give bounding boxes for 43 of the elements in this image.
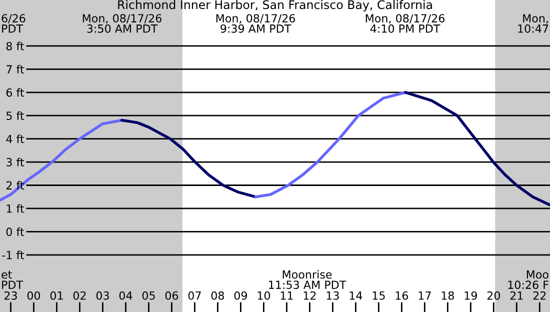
x-tick-label: 08 [211, 291, 224, 300]
x-tick-label: 10 [258, 291, 270, 300]
y-tick-label: 7 ft [6, 64, 24, 74]
x-tick-label: 13 [326, 291, 339, 300]
x-tick-label: 02 [73, 291, 86, 300]
annotation: Mon, 08/17/26 4:10 PM PDT [366, 14, 444, 33]
y-tick-label: 5 ft [6, 111, 24, 120]
y-tick-label: 1 ft [6, 204, 24, 213]
y-tick-label: -1 ft [2, 250, 24, 260]
annotation: Moo 10:26 F [508, 270, 548, 290]
chart-title: Richmond Inner Harbor, San Francisco Bay, California [118, 0, 432, 12]
y-tick-label: 4 ft [6, 134, 24, 144]
x-tick-label: 09 [234, 291, 247, 300]
x-tick-label: 05 [142, 291, 155, 300]
x-tick-label: 00 [27, 291, 40, 300]
y-tick-label: 6 ft [6, 88, 24, 97]
x-tick-label: 19 [464, 291, 477, 300]
x-tick-label: 23 [4, 291, 17, 300]
x-tick-label: 17 [418, 292, 431, 300]
y-tick-label: 3 ft [6, 158, 24, 166]
annotation: Mon, 10:47 [518, 14, 548, 33]
y-tick-label: 0 ft [6, 227, 24, 236]
x-tick-label: 21 [510, 291, 523, 300]
x-tick-label: 07 [188, 291, 201, 300]
annotation: Mon, 08/17/26 9:39 AM PDT [216, 14, 295, 33]
x-tick-label: 20 [487, 291, 500, 300]
x-tick-label: 15 [372, 292, 385, 300]
annotation: Moonrise 11:53 AM PDT [269, 270, 346, 290]
x-tick-label: 14 [350, 292, 362, 300]
annotation: et PDT [2, 270, 24, 289]
x-tick-label: 12 [304, 291, 316, 300]
x-tick-label: 16 [396, 291, 408, 300]
annotation: Mon, 08/17/26 3:50 AM PDT [82, 14, 162, 33]
x-tick-label: 03 [96, 291, 109, 300]
x-tick-label: 22 [533, 291, 546, 300]
y-tick-label: 8 ft [6, 42, 24, 50]
x-tick-label: 18 [442, 291, 454, 300]
annotation: 6/26 PDT [2, 14, 26, 33]
y-tick-label: 2 ft [6, 181, 24, 190]
x-tick-label: 01 [50, 291, 63, 300]
x-tick-label: 04 [119, 291, 132, 300]
x-tick-label: 11 [280, 292, 293, 300]
x-tick-label: 06 [165, 291, 178, 300]
